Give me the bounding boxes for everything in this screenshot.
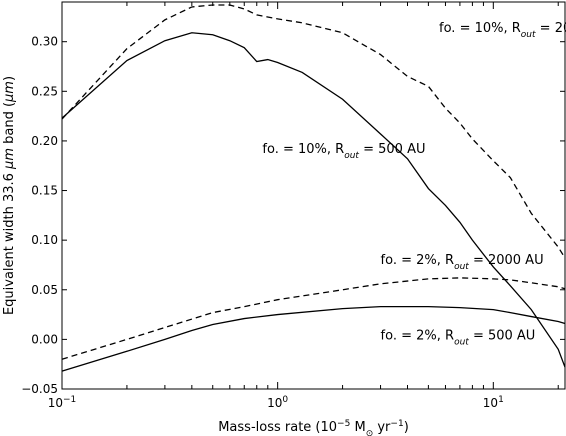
series-line-2 (61, 32, 566, 368)
x-tick-label: 101 (483, 395, 504, 410)
x-tick-label: 10−1 (48, 395, 77, 410)
ticks-layer: −0.05 0.00 0.05 0.10 0.15 0.20 0.25 0.30 10−1 100… (21, 2, 565, 410)
annotation-3: fo. = 2%, Rout = 2000 AU (381, 253, 544, 272)
annotations-layer: fo. = 10%, Rout = 2000 AU fo. = 10%, Rout… (262, 21, 566, 348)
x-tick-label: 100 (267, 395, 288, 410)
series-line-1 (61, 4, 566, 259)
annotation-4: fo. = 2%, Rout = 500 AU (381, 328, 536, 347)
plot-frame (61, 1, 566, 390)
y-tick-label: 0.30 (31, 35, 58, 49)
y-axis-label: Equivalent width 33.6 μm band (μm) (2, 76, 17, 315)
y-tick-label: 0.00 (31, 332, 58, 346)
y-tick-label: 0.20 (31, 134, 58, 148)
y-tick-label: 0.15 (31, 184, 58, 198)
y-tick-label: 0.05 (31, 283, 58, 297)
series-line-4 (61, 305, 566, 372)
series-line-3 (61, 277, 566, 360)
annotation-2: fo. = 10%, Rout = 500 AU (262, 142, 425, 161)
y-tick-label: 0.25 (31, 84, 58, 98)
y-tick-label: 0.10 (31, 233, 58, 247)
x-axis-label: Mass-loss rate (10−5 M⊙ yr−1) (218, 419, 409, 436)
annotation-1: fo. = 10%, Rout = 2000 AU (439, 21, 566, 40)
y-tick-label: −0.05 (21, 382, 58, 396)
series-layer (61, 4, 566, 372)
